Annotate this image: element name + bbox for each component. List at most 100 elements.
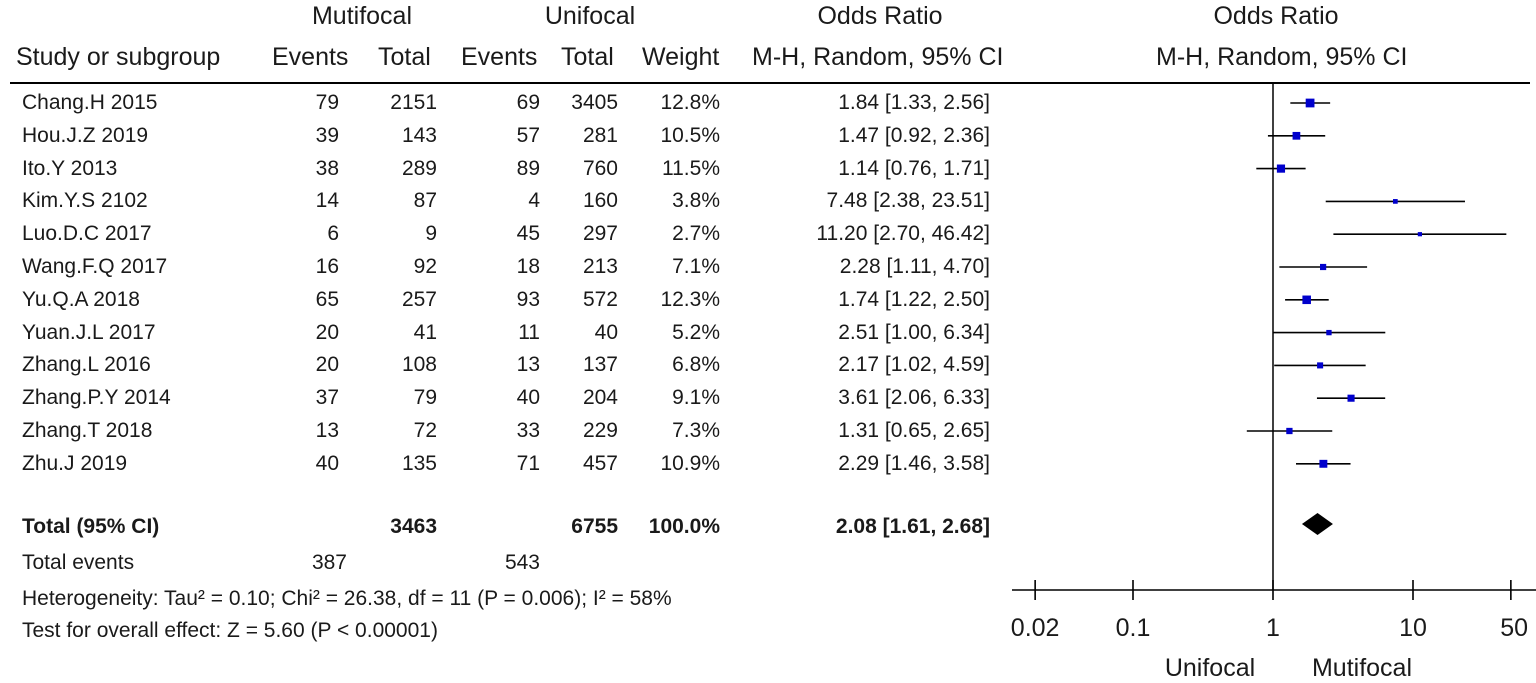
study-name: Zhang.P.Y 2014 xyxy=(22,386,171,410)
total1-cell: 92 xyxy=(413,255,437,278)
x-axis-tick-label: 0.02 xyxy=(1011,614,1060,642)
total1-cell: 79 xyxy=(413,386,437,410)
total2-cell: 297 xyxy=(582,222,618,246)
events2-cell: 45 xyxy=(516,222,540,246)
total2-cell: 760 xyxy=(582,156,618,180)
weight-cell: 3.8% xyxy=(672,189,720,213)
total-row-label: Total (95% CI) xyxy=(22,515,160,538)
events1-cell: 38 xyxy=(315,156,339,180)
total2-cell: 137 xyxy=(582,353,618,377)
ci-cell: 7.48 [2.38, 23.51] xyxy=(826,189,990,213)
events2-cell: 18 xyxy=(516,255,540,278)
events1-cell: 39 xyxy=(315,123,339,147)
weight-cell: 12.3% xyxy=(660,287,720,311)
total-row-total2: 6755 xyxy=(571,515,618,538)
total1-cell: 41 xyxy=(413,320,437,344)
total1-cell: 143 xyxy=(401,123,437,147)
ci-cell: 3.61 [2.06, 6.33] xyxy=(838,386,990,410)
odds-ratio-title-right: Odds Ratio xyxy=(1213,2,1339,30)
total1-cell: 108 xyxy=(401,353,437,377)
ci-cell: 2.51 [1.00, 6.34] xyxy=(838,320,990,344)
weight-cell: 10.5% xyxy=(660,123,720,147)
events2-cell: 13 xyxy=(516,353,540,377)
total1-cell: 87 xyxy=(413,189,437,213)
point-estimate-square xyxy=(1326,329,1332,336)
weight-cell: 5.2% xyxy=(672,320,720,344)
point-estimate-square xyxy=(1276,164,1286,173)
group1-header: Mutifocal xyxy=(311,2,413,30)
total1-cell: 2151 xyxy=(390,91,437,114)
study-column-header: Study or subgroup xyxy=(16,43,221,71)
events1-cell: 14 xyxy=(315,189,339,213)
total-events-label: Total events xyxy=(22,551,135,574)
events1-cell: 13 xyxy=(315,419,339,442)
x-axis-tick-label: 0.1 xyxy=(1116,614,1151,642)
pooled-estimate-diamond xyxy=(1301,513,1333,535)
events2-cell: 40 xyxy=(516,386,540,410)
ci-cell: 2.28 [1.11, 4.70] xyxy=(839,255,990,278)
total2-cell: 281 xyxy=(582,123,618,147)
odds-ratio-title-left: Odds Ratio xyxy=(817,2,943,30)
study-name: Wang.F.Q 2017 xyxy=(22,255,168,278)
point-estimate-square xyxy=(1305,98,1315,108)
events1-cell: 37 xyxy=(315,386,339,410)
total1-cell: 9 xyxy=(425,222,437,246)
study-name: Yuan.J.L 2017 xyxy=(22,320,156,344)
ci-cell: 11.20 [2.70, 46.42] xyxy=(816,222,990,246)
study-name: Zhu.J 2019 xyxy=(22,451,128,475)
total-row-ci: 2.08 [1.61, 2.68] xyxy=(835,515,990,538)
point-estimate-square xyxy=(1286,427,1293,435)
events1-cell: 40 xyxy=(315,451,339,475)
total2-cell: 213 xyxy=(582,255,618,278)
events1-column-header: Events xyxy=(272,43,349,71)
weight-cell: 11.5% xyxy=(662,156,720,180)
axis-label-unifocal: Unifocal xyxy=(1164,654,1256,682)
weight-cell: 10.9% xyxy=(660,451,720,475)
ci-cell: 1.74 [1.22, 2.50] xyxy=(838,287,990,311)
events2-cell: 69 xyxy=(516,91,540,114)
total2-cell: 160 xyxy=(582,189,618,213)
ci-cell: 2.29 [1.46, 3.58] xyxy=(838,451,990,475)
total-row-total1: 3463 xyxy=(390,515,437,538)
heterogeneity-stats: Heterogeneity: Tau² = 0.10; Chi² = 26.38… xyxy=(22,587,672,610)
method-header-left: M-H, Random, 95% CI xyxy=(752,43,1004,71)
events2-cell: 33 xyxy=(516,419,540,442)
x-axis-tick-label: 50 xyxy=(1500,614,1528,642)
point-estimate-square xyxy=(1347,394,1355,402)
total-events-group2: 543 xyxy=(504,551,540,574)
study-name: Ito.Y 2013 xyxy=(22,156,118,180)
x-axis-tick-label: 1 xyxy=(1266,614,1280,642)
total2-cell: 457 xyxy=(582,451,618,475)
ci-cell: 2.17 [1.02, 4.59] xyxy=(838,353,990,377)
total1-cell: 257 xyxy=(401,287,437,311)
events1-cell: 16 xyxy=(315,255,339,278)
weight-cell: 7.1% xyxy=(672,255,720,278)
total2-cell: 229 xyxy=(582,419,618,442)
point-estimate-square xyxy=(1392,199,1398,204)
total2-cell: 40 xyxy=(594,320,618,344)
weight-cell: 2.7% xyxy=(672,222,720,246)
total2-cell: 204 xyxy=(582,386,618,410)
total1-column-header: Total xyxy=(378,43,431,71)
overall-effect-stats: Test for overall effect: Z = 5.60 (P < 0… xyxy=(22,619,438,642)
events2-cell: 4 xyxy=(528,189,540,213)
point-estimate-square xyxy=(1317,362,1324,369)
study-name: Chang.H 2015 xyxy=(22,91,158,114)
point-estimate-square xyxy=(1320,263,1327,271)
weight-cell: 9.1% xyxy=(672,386,720,410)
method-header-right: M-H, Random, 95% CI xyxy=(1156,43,1408,71)
ci-cell: 1.31 [0.65, 2.65] xyxy=(838,419,990,442)
total2-cell: 3405 xyxy=(571,91,618,114)
study-name: Kim.Y.S 2102 xyxy=(22,189,148,213)
group2-header: Unifocal xyxy=(544,2,636,30)
weight-cell: 6.8% xyxy=(672,353,720,377)
events2-cell: 71 xyxy=(516,451,540,475)
study-name: Hou.J.Z 2019 xyxy=(22,123,149,147)
total1-cell: 72 xyxy=(413,419,437,442)
ci-cell: 1.14 [0.76, 1.71] xyxy=(838,156,990,180)
events2-cell: 11 xyxy=(518,320,540,344)
study-name: Yu.Q.A 2018 xyxy=(22,287,140,311)
x-axis-tick-label: 10 xyxy=(1399,614,1427,642)
events1-cell: 79 xyxy=(315,91,339,114)
